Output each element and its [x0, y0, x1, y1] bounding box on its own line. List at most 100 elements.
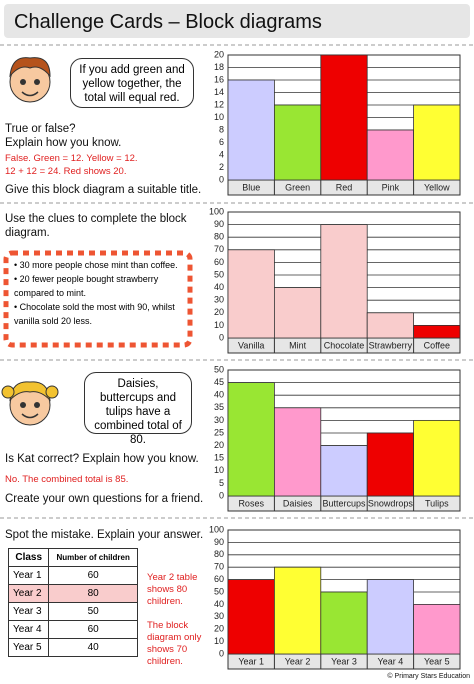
th: Class	[7, 548, 50, 567]
y-tick-label: 100	[209, 206, 224, 216]
y-tick-label: 10	[214, 112, 224, 122]
y-tick-label: 35	[214, 402, 224, 412]
x-tick-label: Chocolate	[324, 340, 365, 350]
y-tick-label: 45	[214, 377, 224, 387]
bar	[227, 382, 275, 497]
clue: • 20 fewer people bought strawberry comp…	[14, 274, 159, 298]
x-tick-label: Yellow	[424, 182, 450, 192]
table-cell: 80	[48, 584, 138, 603]
table-row: Year 2 80	[7, 584, 138, 603]
y-tick-label: 80	[214, 232, 224, 242]
x-tick-label: Roses	[238, 498, 264, 508]
bar	[320, 591, 368, 655]
speech-bubble: Daisies, buttercups and tulips have a co…	[84, 372, 192, 446]
answer: No. The combined total is 85.	[5, 474, 129, 485]
bar	[366, 129, 415, 181]
bar	[366, 579, 415, 655]
bar	[413, 419, 461, 497]
table-cell: Year 1	[7, 566, 50, 585]
x-tick-label: Tulips	[425, 498, 449, 508]
y-tick-label: 12	[214, 99, 224, 109]
y-tick-label: 90	[214, 537, 224, 547]
y-tick-label: 30	[214, 415, 224, 425]
y-tick-label: 60	[214, 574, 224, 584]
table-row: Year 3 50	[7, 602, 138, 621]
y-tick-label: 40	[214, 390, 224, 400]
bar	[273, 104, 322, 181]
table-cell: Year 3	[7, 602, 50, 621]
title-bar	[4, 4, 470, 38]
table-header: Class Number of children	[7, 548, 138, 567]
x-tick-label: Buttercups	[322, 498, 366, 508]
y-tick-label: 20	[214, 49, 224, 59]
text: Use the clues to complete the block diag…	[5, 213, 187, 239]
y-tick-label: 15	[214, 453, 224, 463]
y-tick-label: 14	[214, 87, 224, 97]
y-tick-label: 2	[219, 162, 224, 172]
bar	[273, 407, 322, 497]
y-tick-label: 25	[214, 427, 224, 437]
y-tick-label: 0	[219, 648, 224, 658]
y-tick-label: 50	[214, 586, 224, 596]
title: Challenge Cards – Block diagrams	[14, 11, 322, 33]
bar	[227, 579, 275, 655]
answer: 12 + 12 = 24. Red shows 20.	[5, 166, 127, 177]
y-tick-label: 6	[219, 137, 224, 147]
x-tick-label: Year 4	[378, 656, 404, 666]
clue-list: • 30 more people chose mint than coffee.…	[14, 258, 184, 328]
answer: The block diagram only shows 70 children…	[147, 620, 202, 667]
bar	[320, 224, 368, 339]
speech-bubble: If you add green and yellow together, th…	[70, 58, 194, 108]
y-tick-label: 0	[219, 490, 224, 500]
clue: • Chocolate sold the most with 90, whils…	[14, 302, 175, 326]
y-tick-label: 60	[214, 257, 224, 267]
y-tick-label: 10	[214, 465, 224, 475]
table-cell: 40	[48, 638, 138, 657]
answer: False. Green = 12. Yellow = 12.	[5, 153, 138, 164]
y-tick-label: 0	[219, 332, 224, 342]
y-tick-label: 40	[214, 599, 224, 609]
y-tick-label: 20	[214, 624, 224, 634]
y-tick-label: 70	[214, 244, 224, 254]
bar	[320, 54, 368, 181]
y-tick-label: 4	[219, 149, 224, 159]
table-cell: Year 4	[7, 620, 50, 639]
x-tick-label: Snowdrops	[368, 498, 414, 508]
y-tick-label: 10	[214, 636, 224, 646]
clue-text: 20 fewer people bought strawberry compar…	[14, 274, 159, 298]
x-tick-label: Year 3	[331, 656, 357, 666]
text: Create your own questions for a friend.	[5, 493, 204, 505]
y-tick-label: 90	[214, 219, 224, 229]
table-row: Year 5 40	[7, 638, 138, 657]
footer: © Primary Stars Education	[387, 673, 470, 680]
y-tick-label: 80	[214, 549, 224, 559]
x-tick-label: Mint	[289, 340, 307, 350]
bar	[320, 445, 368, 497]
text: True or false?	[5, 123, 76, 135]
y-tick-label: 20	[214, 307, 224, 317]
y-tick-label: 50	[214, 364, 224, 374]
y-tick-label: 0	[219, 174, 224, 184]
table-cell: Year 5	[7, 638, 50, 657]
x-tick-label: Year 1	[238, 656, 264, 666]
table-row: Year 4 60	[7, 620, 138, 639]
y-tick-label: 10	[214, 320, 224, 330]
x-tick-label: Pink	[382, 182, 400, 192]
x-tick-label: Green	[285, 182, 310, 192]
y-tick-label: 30	[214, 295, 224, 305]
clue: • 30 more people chose mint than coffee.	[14, 260, 178, 270]
table-cell: 60	[48, 566, 138, 585]
bar	[366, 312, 415, 339]
bar	[227, 249, 275, 339]
table-cell: 50	[48, 602, 138, 621]
y-tick-label: 18	[214, 62, 224, 72]
bar	[366, 432, 415, 497]
table-row: Year 1 60	[7, 566, 138, 585]
y-tick-label: 30	[214, 611, 224, 621]
table-cell: 60	[48, 620, 138, 639]
x-tick-label: Daisies	[283, 498, 313, 508]
clue-text: Chocolate sold the most with 90, whilst …	[14, 302, 175, 326]
y-tick-label: 16	[214, 74, 224, 84]
bar	[273, 287, 322, 339]
